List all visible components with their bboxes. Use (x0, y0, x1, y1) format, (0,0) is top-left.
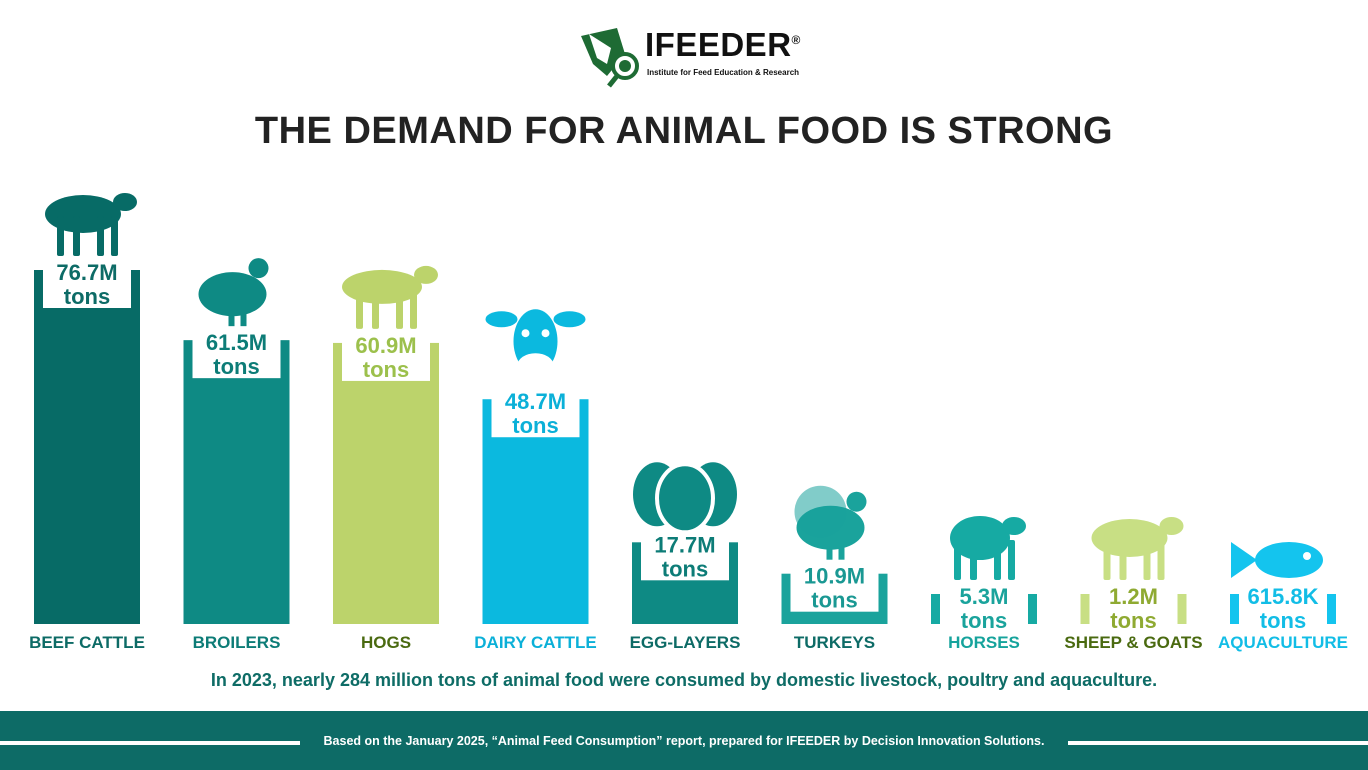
chicken-icon (198, 258, 269, 327)
cow-icon (45, 193, 137, 256)
footer-bar: Based on the January 2025, “Animal Feed … (0, 711, 1368, 770)
bar-unit-label-5: tons (662, 556, 708, 581)
ifeeder-logo-icon (581, 28, 639, 88)
logo-wordmark: IFEEDER® (645, 26, 801, 63)
chart-title: THE DEMAND FOR ANIMAL FOOD IS STRONG (254, 110, 1114, 152)
bar-unit-label-1: tons (64, 284, 110, 309)
bar-2 (183, 340, 290, 624)
bar-unit-label-4: tons (512, 413, 558, 438)
bar-unit-label-8: tons (1110, 608, 1156, 633)
bar-3 (333, 342, 439, 624)
bar-value-label-4: 48.7M (505, 389, 566, 414)
summary-text: In 2023, nearly 284 million tons of anim… (210, 670, 1158, 690)
bar-label-box-5 (641, 532, 729, 581)
turkey-icon (794, 485, 867, 560)
pig-icon (342, 265, 438, 329)
footer-line-right (1068, 741, 1368, 745)
bar-1 (34, 270, 140, 624)
bar-value-label-1: 76.7M (56, 260, 117, 285)
bar-unit-label-3: tons (363, 357, 409, 382)
bar-value-label-6: 10.9M (804, 564, 865, 589)
bar-8 (1080, 594, 1187, 624)
bar-label-box-6 (790, 563, 879, 612)
bar-label-box-8 (1089, 584, 1178, 632)
category-label-9: AQUACULTURE (1218, 633, 1348, 652)
bar-9 (1230, 594, 1336, 624)
ifeeder-logo: IFEEDER® Institute for Feed Education & … (577, 24, 807, 90)
bar-4 (482, 399, 589, 624)
bar-value-label-9: 615.8K (1248, 584, 1319, 609)
goat-icon (1091, 517, 1184, 580)
bar-value-label-7: 5.3M (960, 584, 1009, 609)
bar-label-box-4 (491, 389, 580, 438)
bar-unit-label-6: tons (811, 588, 857, 613)
category-label-7: HORSES (948, 633, 1020, 652)
category-label-8: SHEEP & GOATS (1064, 633, 1202, 652)
fish-icon (1231, 542, 1323, 578)
bar-label-box-2 (192, 330, 281, 379)
horse-icon (950, 516, 1026, 580)
bar-6 (781, 573, 888, 624)
footer-line-left (0, 741, 300, 745)
bar-unit-label-9: tons (1260, 608, 1306, 633)
bar-label-box-7 (940, 584, 1028, 632)
logo-tagline: Institute for Feed Education & Research (647, 68, 800, 77)
dairy-cow-icon (485, 309, 586, 378)
bar-label-box-1 (43, 260, 131, 308)
eggs-icon (633, 462, 737, 535)
bar-value-label-2: 61.5M (206, 330, 267, 355)
bar-7 (931, 594, 1037, 624)
category-label-3: HOGS (361, 633, 411, 652)
bar-unit-label-7: tons (961, 608, 1007, 633)
bar-value-label-8: 1.2M (1109, 584, 1158, 609)
bar-label-box-9 (1239, 584, 1327, 632)
category-label-1: BEEF CATTLE (29, 633, 145, 652)
bar-value-label-5: 17.7M (654, 532, 715, 557)
bar-value-label-3: 60.9M (355, 333, 416, 358)
footer-source-note: Based on the January 2025, “Animal Feed … (323, 734, 1045, 748)
category-label-5: EGG-LAYERS (630, 633, 741, 652)
bar-5 (632, 542, 738, 624)
bar-unit-label-2: tons (213, 354, 259, 379)
category-label-2: BROILERS (193, 633, 281, 652)
category-label-4: DAIRY CATTLE (474, 633, 596, 652)
category-label-6: TURKEYS (794, 633, 875, 652)
bar-label-box-3 (342, 332, 430, 381)
